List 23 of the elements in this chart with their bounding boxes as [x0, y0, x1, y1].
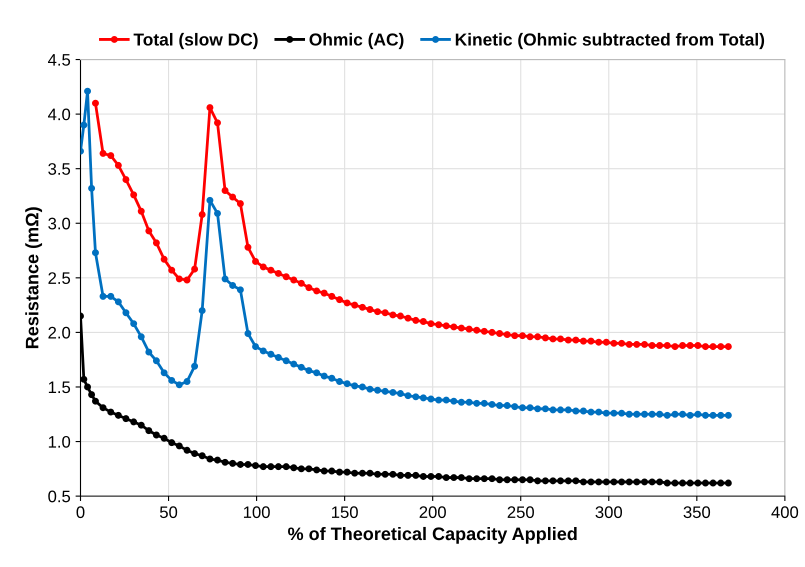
x-tick-label: 150	[332, 506, 358, 518]
x-tick-label: 200	[420, 506, 446, 518]
y-tick-label: 1.5	[48, 382, 70, 394]
legend-label: Ohmic (AC)	[310, 32, 404, 50]
y-tick-label: 2.0	[48, 326, 70, 339]
y-tick-label: 0.5	[48, 490, 70, 502]
x-tick-label: 50	[160, 506, 178, 518]
x-tick-label: 300	[596, 506, 622, 518]
x-tick-label: 100	[244, 506, 270, 518]
legend-label: Kinetic (Ohmic subtracted from Total)	[456, 32, 764, 50]
y-tick-label: 4.5	[48, 54, 70, 66]
x-tick-label: 250	[508, 506, 534, 518]
y-tick-label: 1.0	[48, 436, 70, 448]
x-tick-label: 350	[684, 506, 710, 518]
y-tick-label: 3.5	[48, 163, 70, 175]
y-axis-title: Resistance (mΩ)	[25, 207, 42, 348]
x-tick-label: 400	[771, 506, 798, 518]
x-tick-label: 0	[76, 506, 84, 518]
y-tick-label: 4.0	[48, 108, 70, 120]
y-tick-label: 3.0	[48, 218, 70, 230]
x-axis-title: % of Theoretical Capacity Applied	[288, 526, 577, 544]
y-tick-label: 2.5	[48, 272, 70, 284]
legend-label: Total (slow DC)	[134, 32, 258, 50]
